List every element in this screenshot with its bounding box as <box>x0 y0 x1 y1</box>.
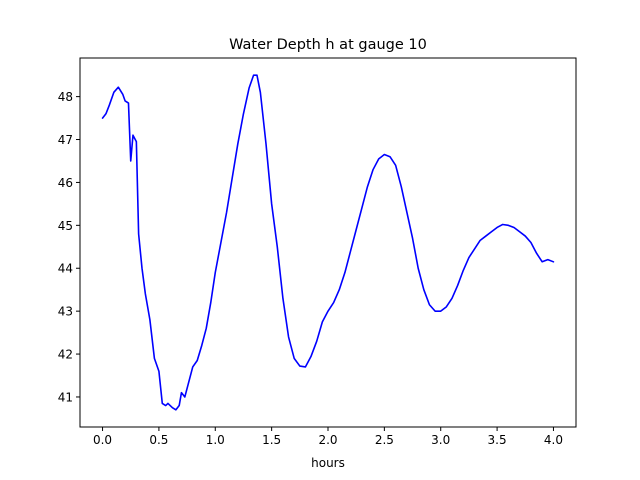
y-tick-label: 46 <box>58 176 73 190</box>
x-tick-label: 2.5 <box>375 433 394 447</box>
y-tick-label: 42 <box>58 348 73 362</box>
x-tick-label: 1.5 <box>262 433 281 447</box>
chart-title: Water Depth h at gauge 10 <box>229 37 427 53</box>
y-tick-label: 43 <box>58 305 73 319</box>
y-tick-label: 41 <box>58 390 73 404</box>
x-tick-label: 3.5 <box>488 433 507 447</box>
x-axis-label: hours <box>311 456 345 470</box>
x-tick-label: 4.0 <box>544 433 563 447</box>
plot-area: 0.0 0.5 1.0 1.5 2.0 2.5 3.0 3.5 4.0 41 42 43 44 45 46 4… <box>58 57 577 447</box>
y-tick-label: 45 <box>58 219 73 233</box>
x-tick-label: 2.0 <box>318 433 337 447</box>
y-tick-label: 44 <box>58 262 73 276</box>
y-tick-label: 48 <box>58 90 73 104</box>
x-tick-label: 3.0 <box>431 433 450 447</box>
x-tick-label: 0.5 <box>149 433 168 447</box>
x-tick-label: 0.0 <box>93 433 112 447</box>
y-tick-label: 47 <box>58 133 73 147</box>
x-tick-label: 1.0 <box>206 433 225 447</box>
series-line-0 <box>101 74 555 411</box>
